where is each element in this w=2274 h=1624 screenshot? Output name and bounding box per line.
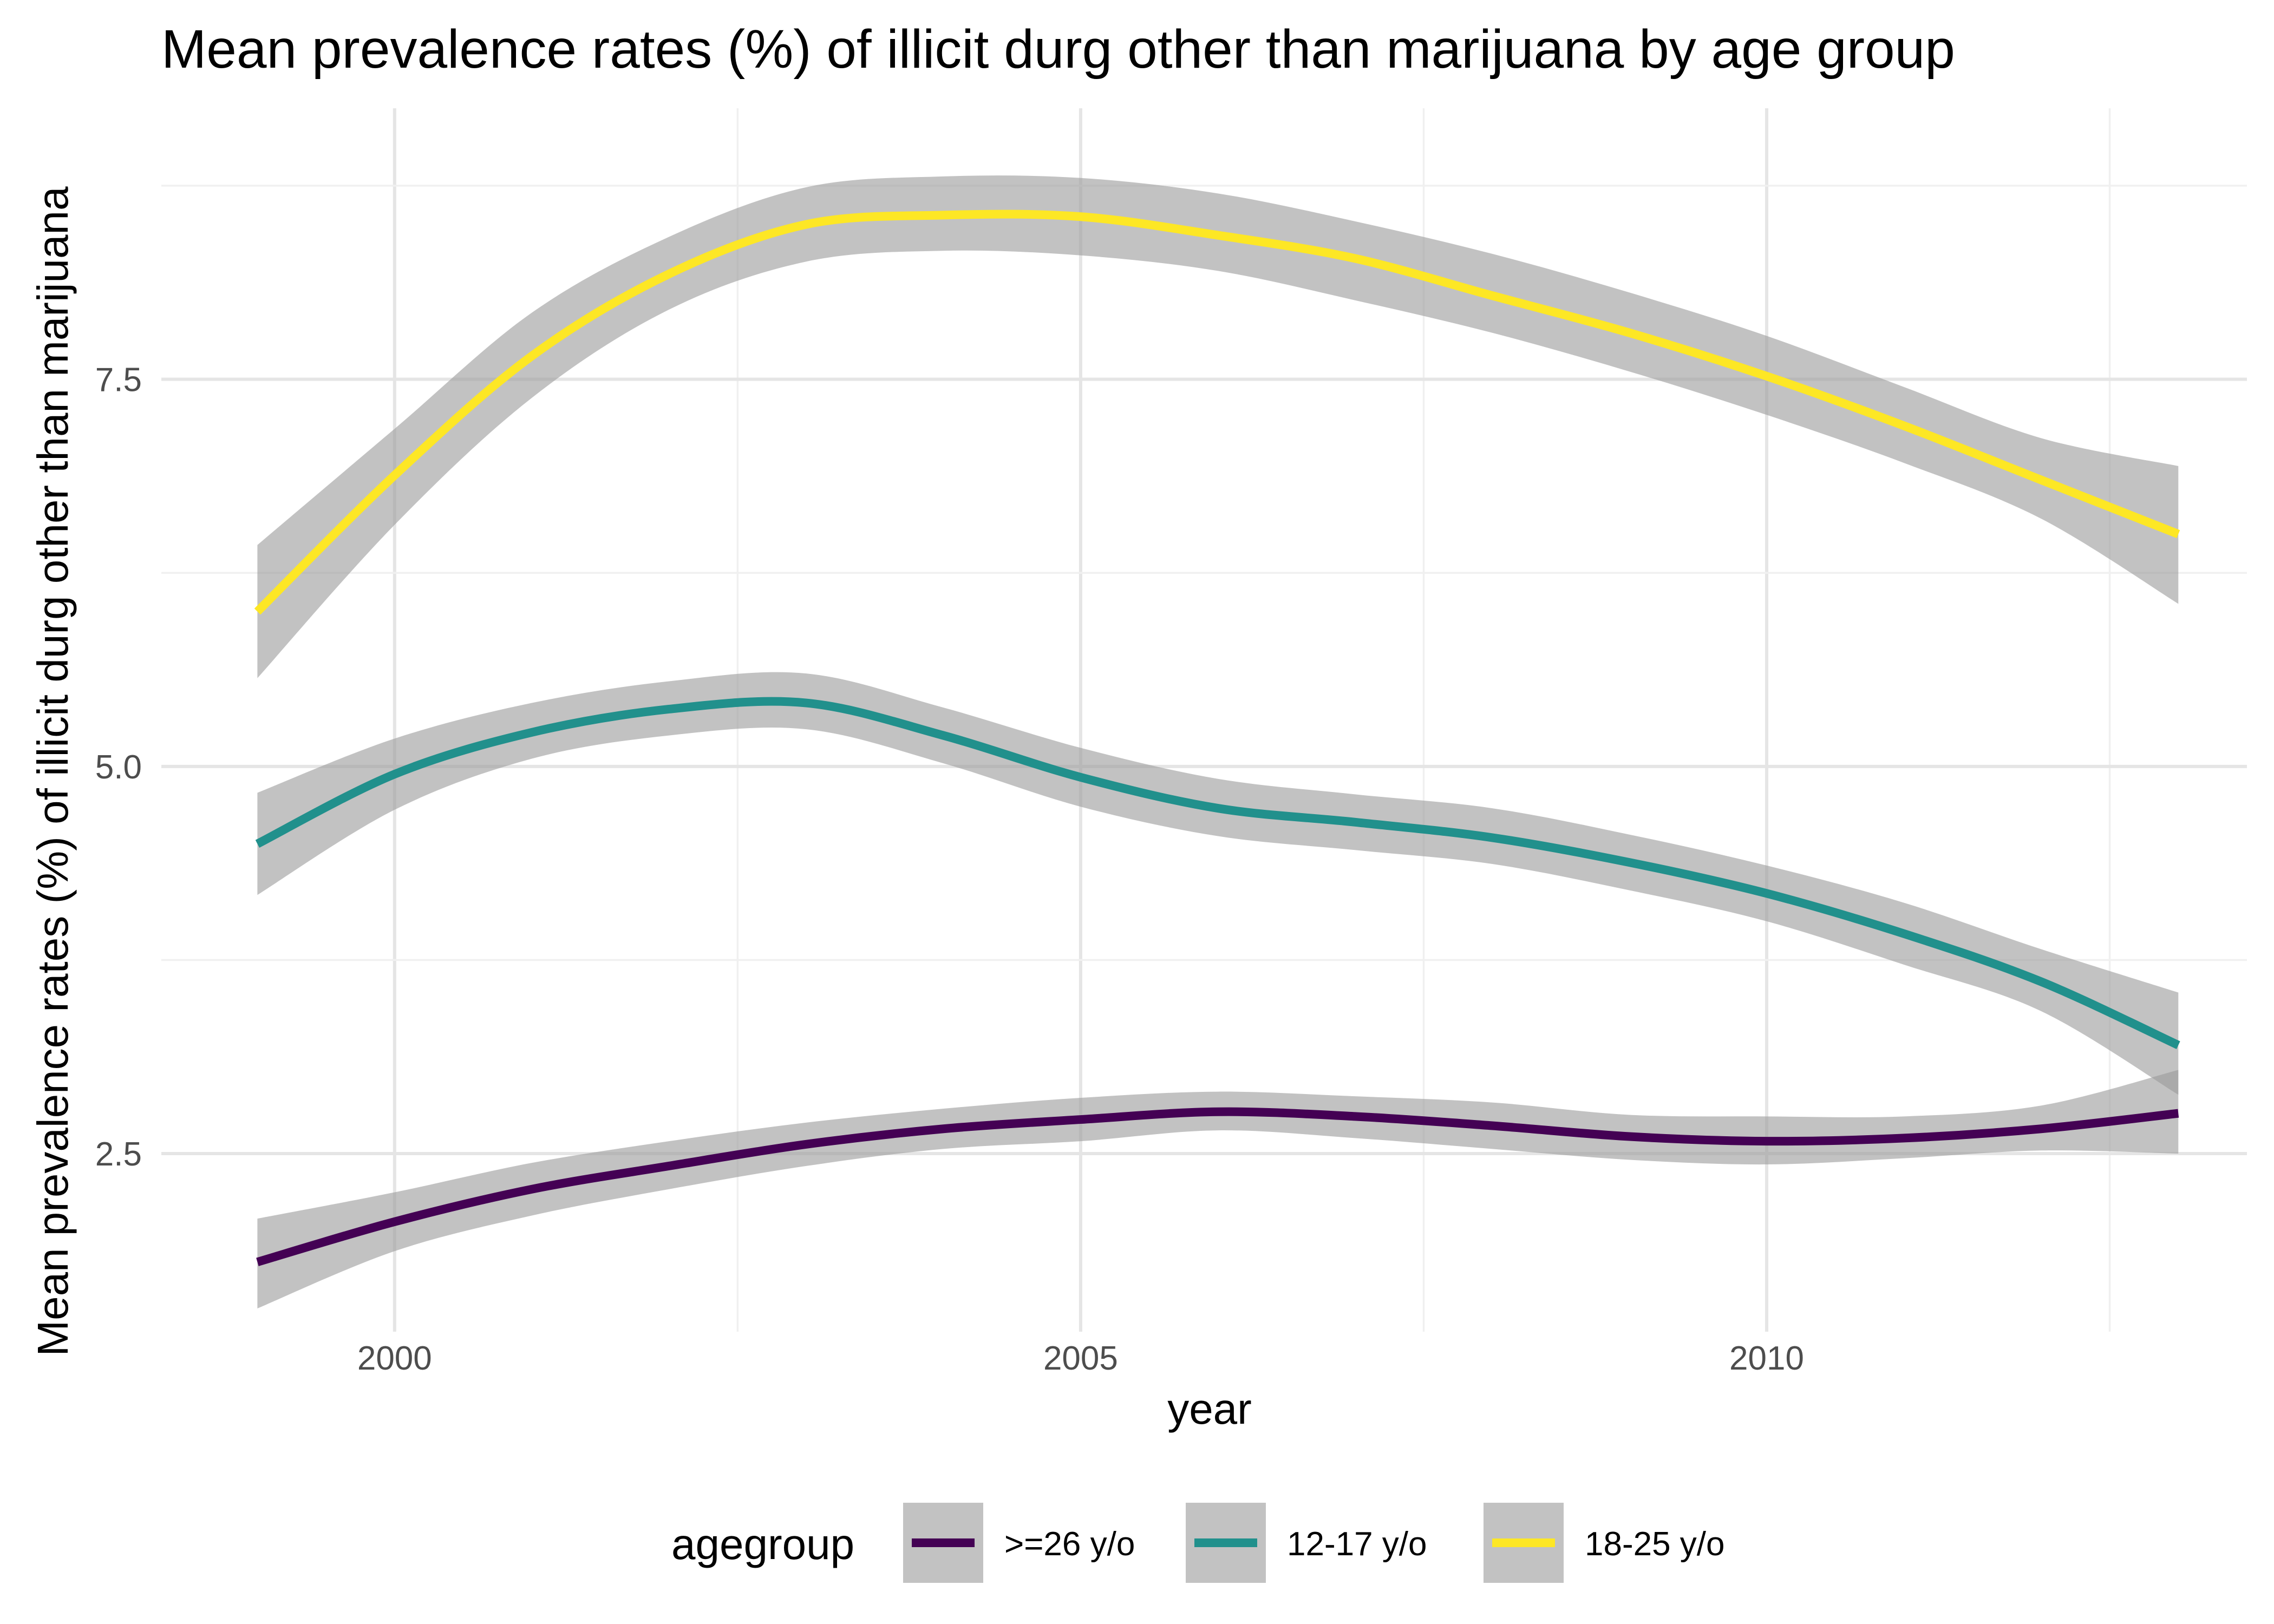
y-axis-title: Mean prevalence rates (%) of illicit dur… bbox=[29, 186, 77, 1357]
x-tick-label: 2010 bbox=[1729, 1340, 1804, 1377]
y-tick-label: 5.0 bbox=[95, 749, 142, 786]
confidence-bands bbox=[257, 175, 2179, 1309]
legend-item-1: 12-17 y/o bbox=[1186, 1503, 1427, 1583]
confidence-band-0 bbox=[257, 1070, 2179, 1309]
legend: agegroup >=26 y/o 12-17 y/o 18-25 y/o bbox=[671, 1503, 1725, 1583]
series-line-0 bbox=[256, 1107, 2179, 1266]
legend-items: >=26 y/o 12-17 y/o 18-25 y/o bbox=[903, 1503, 1725, 1583]
x-tick-label: 2005 bbox=[1043, 1340, 1118, 1377]
legend-title: agegroup bbox=[671, 1520, 854, 1568]
y-tick-label: 2.5 bbox=[95, 1136, 142, 1173]
series-line-1 bbox=[255, 697, 2180, 1050]
series-line-2 bbox=[254, 209, 2180, 615]
y-tick-label: 7.5 bbox=[95, 362, 142, 399]
legend-label: >=26 y/o bbox=[1004, 1525, 1135, 1563]
legend-item-0: >=26 y/o bbox=[903, 1503, 1135, 1583]
series-lines bbox=[254, 209, 2180, 1266]
confidence-band-1 bbox=[257, 672, 2179, 1095]
legend-item-2: 18-25 y/o bbox=[1484, 1503, 1725, 1583]
legend-label: 12-17 y/o bbox=[1287, 1525, 1427, 1563]
x-tick-label: 2000 bbox=[357, 1340, 432, 1377]
legend-label: 18-25 y/o bbox=[1585, 1525, 1725, 1563]
chart-title: Mean prevalence rates (%) of illicit dur… bbox=[161, 19, 1955, 80]
x-axis-title: year bbox=[1167, 1385, 1252, 1433]
y-axis-ticks: 2.5 5.0 7.5 bbox=[95, 362, 142, 1173]
x-axis-ticks: 2000 2005 2010 bbox=[357, 1340, 1804, 1377]
